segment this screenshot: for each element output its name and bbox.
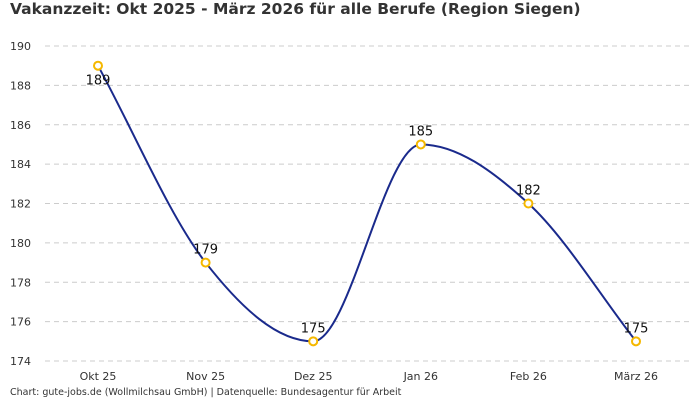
chart-source-footer: Chart: gute-jobs.de (Wollmilchsau GmbH) … bbox=[10, 387, 402, 398]
x-tick-label: März 26 bbox=[614, 370, 658, 383]
y-tick-label: 176 bbox=[10, 316, 31, 329]
data-point bbox=[631, 336, 641, 347]
x-tick-label: Nov 25 bbox=[186, 370, 225, 383]
chart-title: Vakanzzeit: Okt 2025 - März 2026 für all… bbox=[10, 0, 581, 18]
data-label: 175 bbox=[301, 321, 326, 336]
x-tick-label: Dez 25 bbox=[294, 370, 333, 383]
y-tick-label: 188 bbox=[10, 79, 31, 92]
x-tick-label: Feb 26 bbox=[510, 370, 547, 383]
data-point bbox=[308, 336, 319, 347]
y-tick-label: 178 bbox=[10, 276, 31, 289]
data-point bbox=[415, 139, 426, 150]
y-tick-label: 190 bbox=[10, 40, 31, 53]
data-label: 175 bbox=[624, 321, 649, 336]
data-point bbox=[523, 198, 534, 209]
series-line bbox=[97, 65, 637, 343]
y-tick-label: 184 bbox=[10, 158, 31, 171]
x-tick-label: Okt 25 bbox=[80, 370, 117, 383]
y-tick-label: 180 bbox=[10, 237, 31, 250]
data-label: 179 bbox=[193, 243, 218, 258]
y-tick-label: 174 bbox=[10, 355, 31, 368]
data-label: 189 bbox=[86, 74, 111, 89]
data-point bbox=[93, 60, 103, 71]
y-tick-label: 182 bbox=[10, 198, 31, 211]
y-tick-label: 186 bbox=[10, 119, 31, 132]
data-point bbox=[200, 257, 211, 268]
data-label: 185 bbox=[408, 124, 433, 139]
x-tick-label: Jan 26 bbox=[403, 370, 438, 383]
data-label: 182 bbox=[516, 184, 541, 199]
